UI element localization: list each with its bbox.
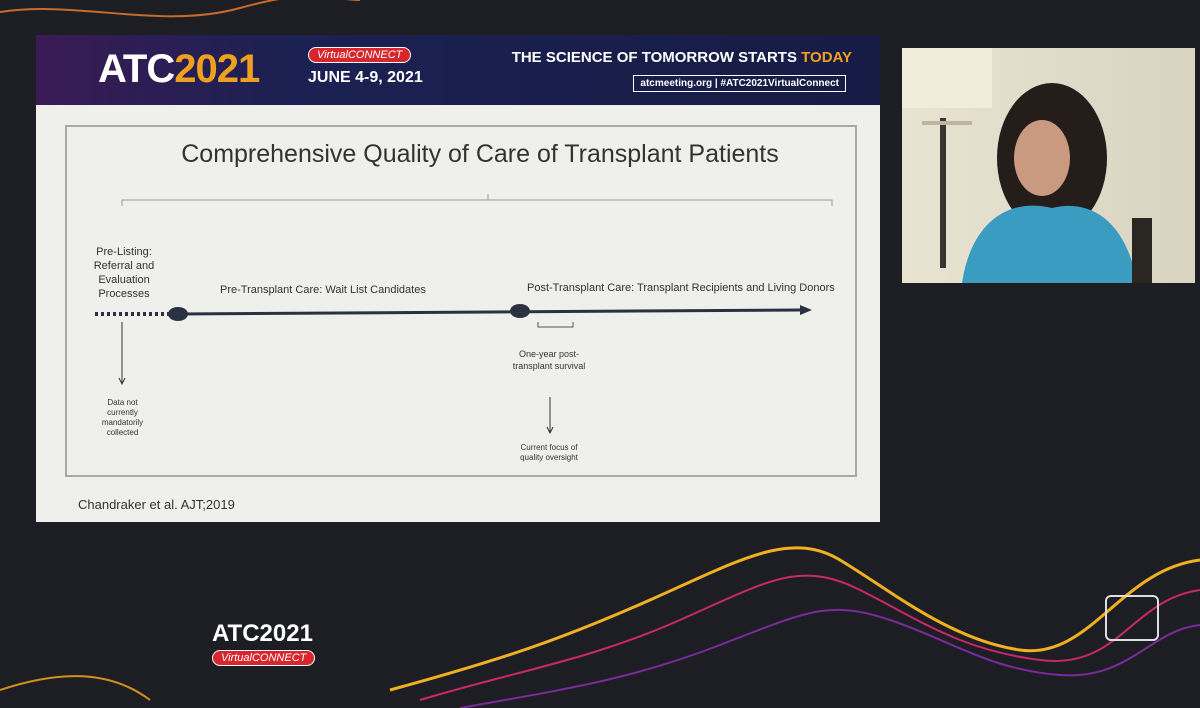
conference-banner: ATC2021 VirtualCONNECT JUNE 4-9, 2021 TH… (36, 35, 880, 105)
dates: JUNE 4-9, 2021 (308, 69, 423, 86)
stage-label: Post-Transplant Care: Transplant Recipie… (527, 282, 835, 294)
partner-logo (1105, 595, 1159, 641)
note: Current focus of quality oversight (520, 443, 578, 462)
logo-year: 2021 (174, 47, 260, 91)
speaker-video (902, 48, 1195, 283)
footer-logo: ATC2021 (212, 620, 313, 647)
slide-title: Comprehensive Quality of Care of Transpl… (181, 140, 779, 168)
stage-label: Pre-Listing: Referral and Evaluation Pro… (93, 246, 155, 300)
tagline-text: THE SCIENCE OF TOMORROW STARTS (511, 49, 797, 66)
note: Data not currently mandatorily collected (101, 398, 144, 437)
timeline (95, 194, 833, 435)
speaker-figure (902, 48, 1152, 283)
banner-links: atcmeeting.org | #ATC2021VirtualConnect (633, 75, 846, 92)
note: One-year post-transplant survival (512, 349, 586, 371)
slide-frame (65, 125, 857, 477)
footer-badge: VirtualCONNECT (212, 650, 316, 666)
banner-logo: ATC2021 (98, 47, 260, 92)
stage-label: Pre-Transplant Care: Wait List Candidate… (220, 284, 426, 296)
tagline-highlight: TODAY (801, 49, 852, 66)
logo-prefix: ATC (98, 47, 175, 91)
tagline: THE SCIENCE OF TOMORROW STARTS TODAY (512, 49, 852, 66)
virtual-badge: VirtualCONNECT (308, 47, 412, 63)
citation: Chandraker et al. AJT;2019 (78, 497, 235, 512)
